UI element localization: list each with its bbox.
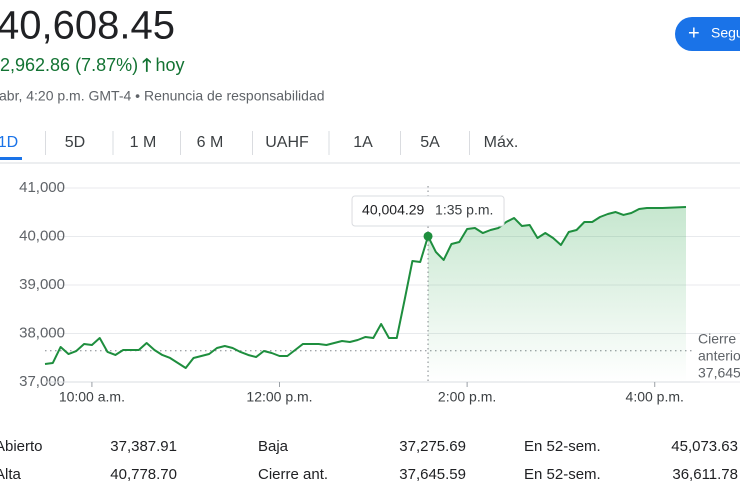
stat-value: 37,645.59 <box>399 466 466 483</box>
stat-label: Cierre ant. <box>258 466 328 483</box>
y-tick-label: 39,000 <box>19 276 65 293</box>
stat-value: 45,073.63 <box>671 438 738 455</box>
x-tick-label: 10:00 a.m. <box>59 389 125 405</box>
y-tick-label: 37,000 <box>19 373 65 390</box>
previous-close-label: anterior <box>698 348 740 364</box>
tab[interactable]: 5D <box>65 134 85 151</box>
tab[interactable]: 1 M <box>130 134 157 151</box>
meta: abr, 4:20 p.m. GMT-4 • Renuncia de respo… <box>0 88 325 104</box>
active-tab-indicator <box>0 157 22 160</box>
hover-dot <box>423 231 433 241</box>
follow-button[interactable] <box>675 17 740 51</box>
tab[interactable]: Máx. <box>484 134 519 151</box>
change-suffix: hoy <box>155 55 184 75</box>
y-tick-label: 41,000 <box>19 179 65 196</box>
y-tick-label: 38,000 <box>19 324 65 341</box>
stat-label: En 52-sem. <box>524 438 601 455</box>
price: 40,608.45 <box>0 4 175 48</box>
previous-close-value: 37,645 <box>698 365 740 381</box>
follow-label[interactable]: Segu <box>711 25 740 41</box>
tab[interactable]: 6 M <box>197 134 224 151</box>
y-tick-label: 40,000 <box>19 227 65 244</box>
tooltip-value: 40,004.29 <box>362 202 424 218</box>
change: 2,962.86 (7.87%) 🡑 hoy <box>0 55 185 75</box>
tooltip-time: 1:35 p.m. <box>435 202 493 218</box>
x-tick-label: 12:00 p.m. <box>246 389 312 405</box>
previous-close-label: Cierre <box>698 331 736 347</box>
tabs: 1D 5D 1 M 6 M UAHF 1A 5A Máx. <box>0 131 518 160</box>
tooltip-box <box>351 195 505 227</box>
stat-value: 40,778.70 <box>110 466 177 483</box>
stat-value: 37,387.91 <box>110 438 177 455</box>
tab[interactable]: 5A <box>420 134 440 151</box>
stat-label: Baja <box>258 438 289 455</box>
stat-label: En 52-sem. <box>524 466 601 483</box>
stat-value: 37,275.69 <box>399 438 466 455</box>
stat-label: Alta <box>0 466 22 483</box>
x-tick-label: 4:00 p.m. <box>626 389 684 405</box>
x-tick-label: 2:00 p.m. <box>438 389 496 405</box>
price-line <box>44 205 687 369</box>
follow-icon: + <box>688 22 700 44</box>
stats: Abierto 37,387.91 Baja 37,275.69 En 52-sem. 4… <box>0 438 738 483</box>
change-value: 2,962.86 (7.87%) <box>0 55 138 75</box>
stat-value: 36,611.78 <box>672 466 738 483</box>
hover-shade <box>428 206 686 382</box>
tab[interactable]: 1D <box>0 134 18 151</box>
stat-label: Abierto <box>0 438 43 455</box>
tab[interactable]: UAHF <box>265 134 309 151</box>
tab[interactable]: 1A <box>353 134 373 151</box>
